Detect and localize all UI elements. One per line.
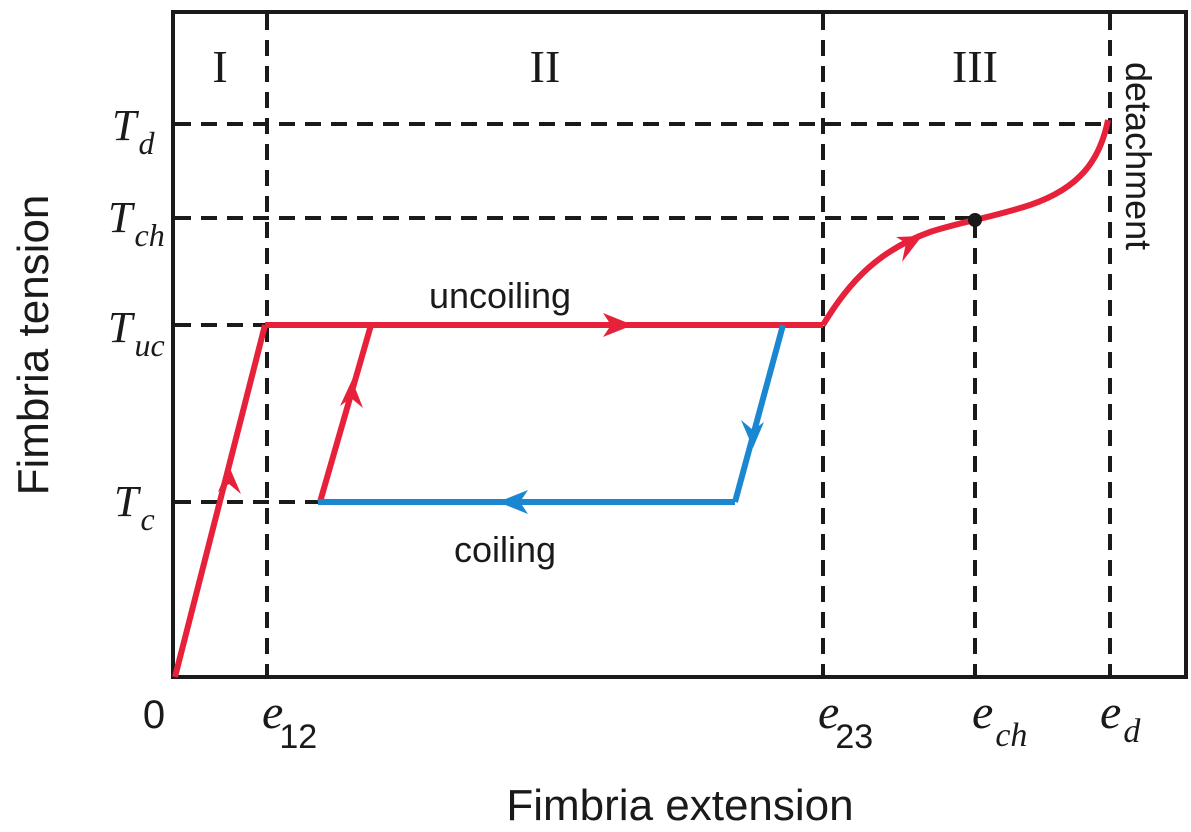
y-tick-labels: Td Tch Tuc Tc (108, 101, 165, 537)
arrow-region-iii (896, 236, 922, 262)
x-tick-ech: ech (972, 686, 1027, 754)
region-i-segment (172, 324, 268, 678)
y-tick-tc: Tc (114, 477, 155, 537)
origin-label: 0 (143, 693, 165, 737)
x-axis-title: Fimbria extension (506, 781, 853, 830)
y-tick-td: Td (112, 101, 155, 161)
region-label-ii: II (530, 41, 561, 92)
plot-frame (171, 10, 1188, 679)
coiling-label: coiling (454, 529, 556, 570)
detachment-label: detachment (1118, 62, 1159, 250)
uncoiling-curve (172, 119, 1111, 678)
vertical-guides (265, 14, 1112, 675)
direction-arrows (218, 236, 922, 514)
arrow-up-recoil (340, 380, 363, 408)
horizontal-guides (175, 122, 1108, 504)
coiling-curve (318, 324, 786, 505)
y-tick-tuc: Tuc (108, 303, 165, 363)
uncoiling-label: uncoiling (429, 275, 571, 316)
arrow-up-region-i (218, 466, 241, 494)
region-label-i: I (212, 41, 227, 92)
arrow-right-uncoiling (603, 313, 633, 337)
region-label-iii: III (952, 41, 998, 92)
arrow-down-coiling (741, 420, 764, 448)
y-axis-title: Fimbria tension (9, 195, 58, 496)
x-tick-ed: ed (1100, 686, 1141, 750)
point-ch (968, 213, 982, 227)
x-tick-e23: e23 (818, 686, 873, 756)
x-tick-e12: e12 (262, 686, 317, 756)
unload-drop-segment (732, 324, 786, 503)
arrow-left-coiling (498, 490, 528, 514)
x-tick-labels: e12 e23 ech ed (262, 686, 1141, 756)
recoil-rise-segment (317, 324, 374, 503)
y-tick-tch: Tch (108, 193, 165, 253)
region-iii-curve (820, 119, 1111, 327)
